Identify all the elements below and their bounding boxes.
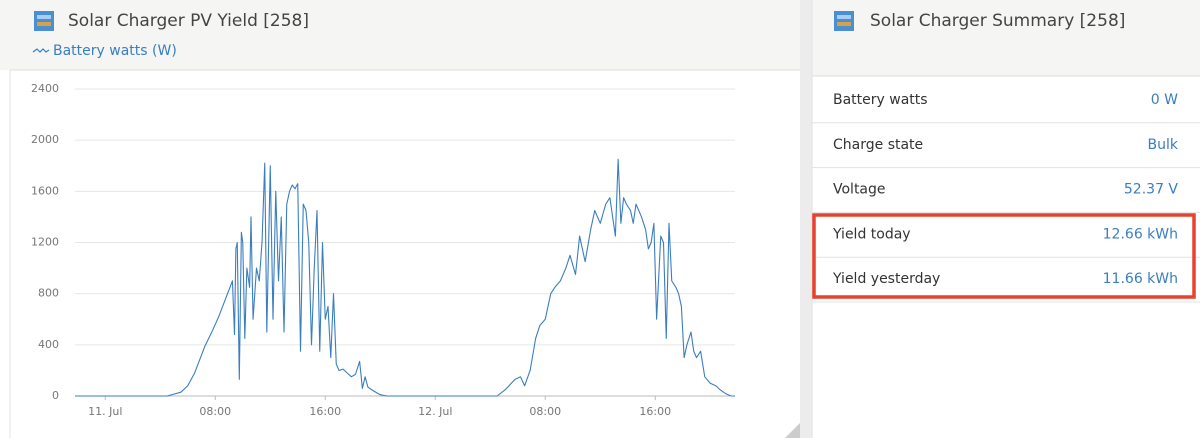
y-tick-label: 1200 bbox=[31, 236, 59, 249]
row-label: Yield yesterday bbox=[832, 271, 940, 287]
row-label: Battery watts bbox=[833, 92, 928, 108]
row-label: Yield today bbox=[832, 226, 911, 242]
legend-icon bbox=[32, 48, 50, 53]
panel-icon bbox=[834, 11, 854, 31]
chart: 0 400 800 1200 1600 2000 2400 11. Jul 08:00 16:00… bbox=[31, 82, 735, 418]
y-tick-label: 2400 bbox=[31, 82, 59, 95]
row-value: Bulk bbox=[1148, 137, 1179, 153]
panel-icon bbox=[34, 11, 54, 31]
y-tick-label: 1600 bbox=[31, 184, 59, 197]
summary-table: Battery watts 0 W Charge state Bulk Voltage 5… bbox=[812, 92, 1200, 303]
resize-handle bbox=[785, 423, 800, 438]
x-tick-label: 08:00 bbox=[529, 405, 561, 418]
y-tick-label: 400 bbox=[38, 338, 59, 351]
y-tick-label: 2000 bbox=[31, 133, 59, 146]
row-value: 12.66 kWh bbox=[1103, 226, 1178, 242]
highlight-box bbox=[812, 213, 1196, 299]
y-tick-label: 0 bbox=[52, 389, 59, 402]
row-value: 11.66 kWh bbox=[1103, 271, 1178, 287]
row-label: Voltage bbox=[833, 182, 886, 198]
y-tick-label: 800 bbox=[38, 287, 59, 300]
x-tick-label: 16:00 bbox=[309, 405, 341, 418]
left-panel bbox=[0, 0, 800, 438]
left-panel-header bbox=[0, 0, 800, 70]
legend-label[interactable]: Battery watts (W) bbox=[53, 43, 177, 59]
right-panel-header bbox=[812, 0, 1200, 76]
panel-title: Solar Charger PV Yield [258] bbox=[68, 11, 309, 31]
panel-title: Solar Charger Summary [258] bbox=[870, 11, 1125, 31]
x-tick-label: 08:00 bbox=[199, 405, 231, 418]
x-tick-label: 12. Jul bbox=[418, 405, 452, 418]
row-value: 52.37 V bbox=[1124, 182, 1179, 198]
row-value: 0 W bbox=[1151, 92, 1178, 108]
data-line bbox=[75, 158, 735, 397]
x-tick-label: 11. Jul bbox=[88, 405, 122, 418]
row-label: Charge state bbox=[833, 137, 923, 153]
x-tick-label: 16:00 bbox=[639, 405, 671, 418]
